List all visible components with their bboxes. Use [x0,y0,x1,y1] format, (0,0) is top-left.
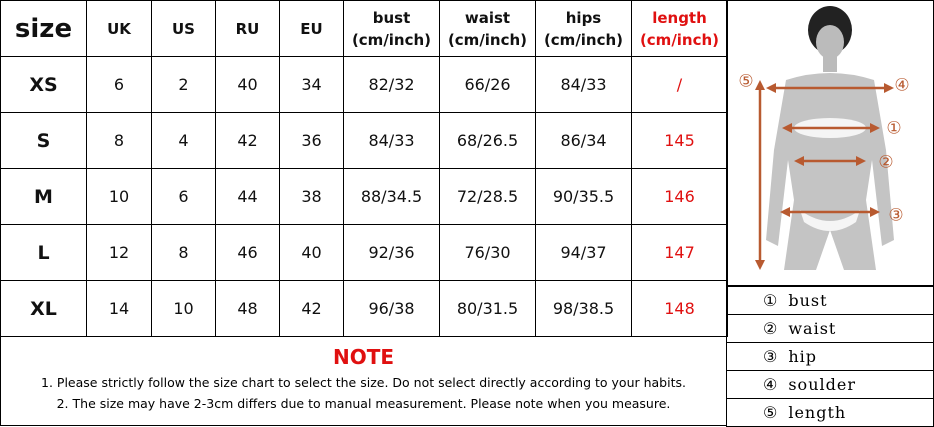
marker: ④ [894,76,909,96]
table-cell: 88/34.5 [343,168,440,225]
legend-marker: ② [763,319,779,338]
marker: ① [886,119,901,139]
table-cell: 68/26.5 [439,112,536,169]
table-cell: 66/26 [439,56,536,113]
header-text: waist [464,8,511,27]
table-cell: 84/33 [535,56,632,113]
table-cell: S [0,112,87,169]
header-unit: (cm/inch) [639,30,720,49]
table-cell: 42 [215,112,280,169]
legend-label: soulder [788,375,856,394]
table-cell: 76/30 [439,224,536,281]
header-text: US [172,19,195,38]
header-text: hips [565,8,602,27]
header-text: size [14,13,73,44]
legend-marker: ⑤ [763,403,779,422]
table-cell: XS [0,56,87,113]
table-cell: 10 [151,280,216,337]
legend-label: length [788,403,847,422]
header-text: UK [107,19,131,38]
table-cell: L [0,224,87,281]
legend-label: waist [788,319,837,338]
table-cell: 44 [215,168,280,225]
table-cell: 146 [631,168,728,225]
note: NOTE 1. Please strictly follow the size … [0,336,727,426]
header-text: RU [235,19,260,38]
table-cell: 147 [631,224,728,281]
note-line: 2. The size may have 2-3cm differs due t… [56,396,671,411]
table-cell: 84/33 [343,112,440,169]
figure: ⑤ ④ ① ② ③ [726,0,934,286]
header-cell: waist (cm/inch) [439,0,536,57]
table-cell: 40 [279,224,344,281]
header-cell: RU [215,0,280,57]
marker: ⑤ [738,72,753,92]
header-unit: (cm/inch) [543,30,624,49]
header-text: length [652,8,707,27]
table-cell: 36 [279,112,344,169]
legend-label: bust [788,291,828,310]
marker: ③ [888,206,903,226]
table-cell: 12 [86,224,152,281]
header-cell: hips (cm/inch) [535,0,632,57]
table-cell: 86/34 [535,112,632,169]
header-cell: bust (cm/inch) [343,0,440,57]
legend-marker: ① [763,291,779,310]
header-cell: EU [279,0,344,57]
table-cell: XL [0,280,87,337]
table-cell: 148 [631,280,728,337]
table-cell: 34 [279,56,344,113]
table-cell: 8 [151,224,216,281]
legend-marker: ④ [763,375,779,394]
legend-marker: ③ [763,347,779,366]
table-cell: 48 [215,280,280,337]
legend-label: hip [788,347,818,366]
table-cell: 8 [86,112,152,169]
header-cell: UK [86,0,152,57]
header-text: EU [300,19,323,38]
header-cell: length (cm/inch) [631,0,728,57]
table-cell: 14 [86,280,152,337]
header-cell: US [151,0,216,57]
legend-row: ② waist [726,314,934,343]
legend-row: ① bust [726,286,934,315]
table-cell: 98/38.5 [535,280,632,337]
table-cell: 40 [215,56,280,113]
header-unit: (cm/inch) [351,30,432,49]
header-unit: (cm/inch) [447,30,528,49]
table-cell: 4 [151,112,216,169]
table-cell: 38 [279,168,344,225]
table-cell: 10 [86,168,152,225]
note-line: 1. Please strictly follow the size chart… [41,375,686,390]
table-cell: 94/37 [535,224,632,281]
table-cell: 92/36 [343,224,440,281]
header-cell: size [0,0,87,57]
table-cell: 46 [215,224,280,281]
header-text: bust [372,8,411,27]
table-cell: / [631,56,728,113]
table-cell: 82/32 [343,56,440,113]
legend-row: ⑤ length [726,398,934,427]
table-cell: 6 [151,168,216,225]
table-cell: 72/28.5 [439,168,536,225]
legend-row: ④ soulder [726,370,934,399]
note-title: NOTE [332,345,395,369]
table-cell: 2 [151,56,216,113]
table-cell: 145 [631,112,728,169]
table-cell: 90/35.5 [535,168,632,225]
legend-row: ③ hip [726,342,934,371]
table-cell: 6 [86,56,152,113]
table-cell: 42 [279,280,344,337]
table-cell: 80/31.5 [439,280,536,337]
table-cell: M [0,168,87,225]
table-cell: 96/38 [343,280,440,337]
marker: ② [878,153,893,173]
